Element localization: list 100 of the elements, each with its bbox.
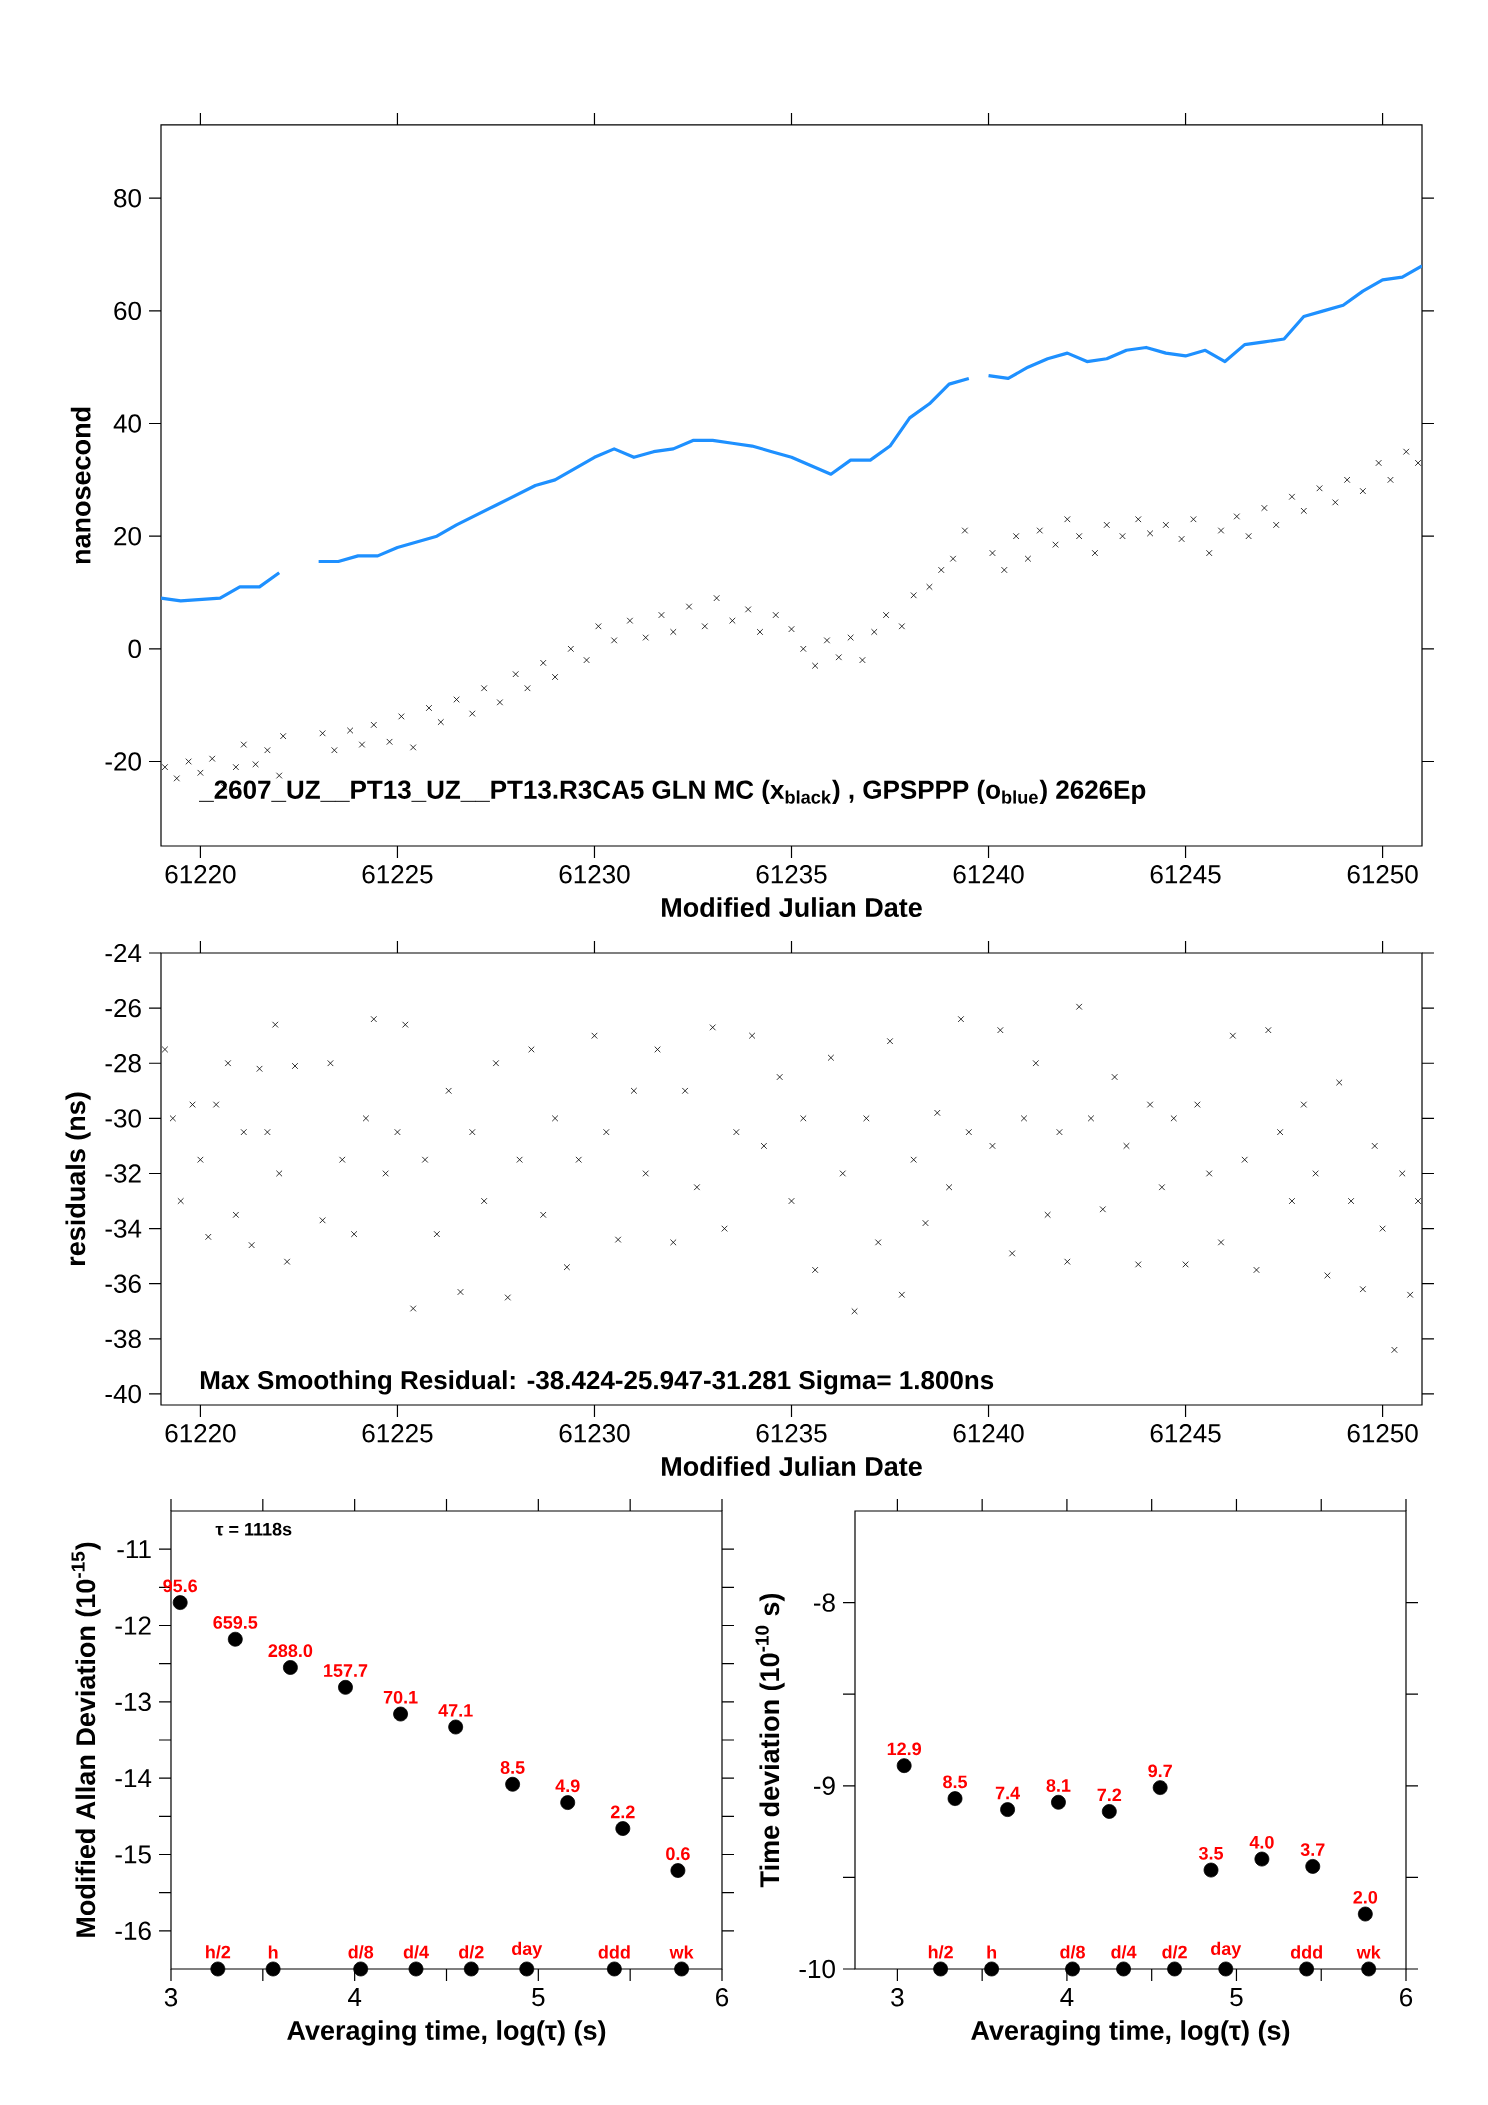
- point: [947, 1791, 963, 1807]
- point: [1065, 1961, 1080, 1977]
- point: [227, 1631, 243, 1647]
- point: [1203, 1862, 1219, 1878]
- point: [606, 1961, 622, 1977]
- x-tick-label: 61220: [165, 865, 236, 884]
- y-tick-label: -34: [105, 1219, 142, 1238]
- y-tick-label: -40: [105, 1384, 141, 1404]
- x-tick-label: 61225: [362, 865, 433, 884]
- annotation: 157.7: [324, 1664, 368, 1677]
- point: [505, 1776, 521, 1792]
- y-tick-label: -8: [813, 1593, 835, 1612]
- point: [408, 1961, 424, 1977]
- x-tick-label: 61235: [756, 865, 827, 884]
- x-tick-label: 61230: [559, 865, 630, 884]
- x-tick-label: 61250: [1347, 865, 1418, 884]
- point: [1305, 1859, 1321, 1874]
- x-tick-label: 5: [1230, 1988, 1243, 2007]
- y-tick-label: 80: [114, 188, 141, 208]
- annotation: h/2: [928, 1945, 953, 1959]
- annotation: _2607_UZ__PT13_UZ__PT13.R3CA5 GLN MC (x$_{black}$) , GPSPPP (o$_{blue}$) 2626Ep: [198, 779, 1146, 805]
- x-tick-label: 61245: [1150, 1424, 1221, 1443]
- y-tick-label: -30: [105, 1109, 141, 1128]
- y-tick-label: -20: [105, 752, 141, 771]
- annotation: 288.0: [268, 1644, 313, 1658]
- annotation: wk: [669, 1945, 694, 1959]
- annotation: day: [1211, 1941, 1242, 1959]
- annotation: d/8: [348, 1945, 374, 1959]
- annotation: day: [512, 1941, 543, 1959]
- y-tick-label: -12: [115, 1616, 151, 1635]
- annotation: 8.5: [500, 1761, 525, 1774]
- point: [353, 1961, 369, 1977]
- annotation: 659.5: [213, 1616, 258, 1629]
- annotation: d/8: [1060, 1945, 1085, 1959]
- annotation: d/4: [403, 1945, 429, 1959]
- point: [1254, 1851, 1270, 1867]
- y-tick-label: -38: [105, 1329, 141, 1349]
- point: [674, 1961, 689, 1977]
- y-tick-label: -16: [115, 1921, 151, 1941]
- x-tick-label: 3: [164, 1988, 178, 2007]
- y-tick-label: 60: [114, 301, 141, 321]
- annotation: 0.6: [666, 1847, 690, 1861]
- point: [670, 1863, 686, 1878]
- annotation: 7.4: [995, 1786, 1020, 1800]
- y-tick-label: -26: [105, 998, 141, 1018]
- y-tick-label: -13: [115, 1692, 151, 1712]
- annotation: 8.5: [943, 1775, 968, 1789]
- annotation: 8.1: [1046, 1779, 1071, 1792]
- annotation: h: [268, 1945, 278, 1959]
- annotation: d/4: [1111, 1945, 1137, 1959]
- point: [1116, 1961, 1131, 1977]
- y-tick-label: 40: [113, 414, 141, 433]
- point: [1357, 1906, 1373, 1922]
- x-axis-title: Modified Julian Date: [662, 897, 922, 918]
- y-axis-title: residuals (ns): [65, 1092, 91, 1265]
- x-tick-label: 61220: [165, 1424, 236, 1443]
- point: [1051, 1794, 1066, 1810]
- annotation: Max Smoothing Residual: -38.424-25.947-31.281 Sigma= 1.800ns: [200, 1370, 994, 1395]
- annotation: 47.1: [438, 1704, 473, 1717]
- y-axis-title: nanosecond: [70, 407, 91, 564]
- point: [984, 1961, 1000, 1977]
- point: [282, 1660, 298, 1675]
- annotation: h: [987, 1945, 997, 1959]
- annotation: 70.1: [383, 1690, 418, 1704]
- y-tick-label: -10: [799, 1959, 835, 1979]
- y-tick-label: -15: [115, 1845, 151, 1864]
- point: [615, 1821, 631, 1836]
- annotation: 2.0: [1353, 1890, 1378, 1904]
- point: [1218, 1961, 1234, 1977]
- annotation: 3.7: [1300, 1843, 1325, 1856]
- x-tick-label: 61240: [953, 865, 1024, 884]
- x-tick-label: 6: [716, 1988, 729, 2007]
- point: [896, 1758, 912, 1774]
- x-tick-label: 4: [1060, 1988, 1074, 2006]
- x-tick-label: 3: [891, 1988, 904, 2007]
- point: [172, 1595, 188, 1610]
- annotation: ddd: [1290, 1945, 1322, 1959]
- x-axis-title: Averaging time, log(τ) (s): [287, 2020, 606, 2046]
- point: [265, 1961, 281, 1977]
- y-tick-label: -32: [105, 1164, 141, 1183]
- x-tick-label: 61235: [756, 1424, 827, 1443]
- point: [1361, 1961, 1377, 1977]
- annotation: 7.2: [1097, 1788, 1122, 1802]
- x-tick-label: 61250: [1347, 1424, 1418, 1443]
- annotation: 4.9: [555, 1779, 580, 1793]
- point: [1167, 1961, 1182, 1977]
- annotation: 12.9: [887, 1742, 922, 1756]
- point: [338, 1679, 353, 1695]
- x-tick-label: 61245: [1150, 865, 1221, 884]
- annotation: ddd: [598, 1945, 630, 1959]
- point: [519, 1961, 535, 1977]
- y-tick-label: -9: [813, 1776, 835, 1795]
- x-tick-label: 61225: [362, 1424, 433, 1443]
- point: [1000, 1802, 1015, 1818]
- x-tick-label: 61240: [953, 1424, 1024, 1443]
- y-tick-label: -24: [105, 943, 142, 963]
- annotation: 4.0: [1249, 1835, 1274, 1849]
- x-axis-title: Modified Julian Date: [662, 1456, 922, 1477]
- y-tick-label: 20: [114, 526, 141, 546]
- point: [448, 1719, 464, 1735]
